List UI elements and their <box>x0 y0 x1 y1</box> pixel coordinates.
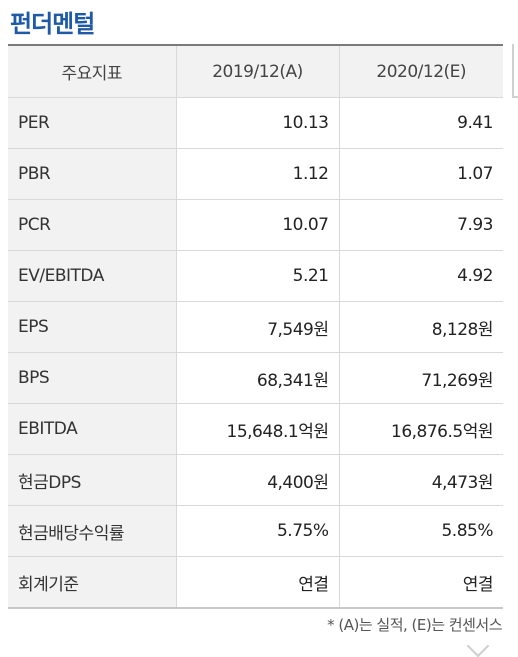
footnote: * (A)는 실적, (E)는 컨센서스 <box>327 616 502 634</box>
value-2019: 5.21 <box>176 250 340 302</box>
row-label: PCR <box>8 199 177 251</box>
value-2020: 71,269원 <box>339 352 503 404</box>
header-2019: 2019/12(A) <box>176 46 340 98</box>
value-2019: 5.75% <box>176 505 340 557</box>
value-2020: 16,876.5억원 <box>339 403 503 455</box>
adjacent-table-edge <box>512 44 514 96</box>
value-2019: 10.13 <box>176 97 340 149</box>
value-2019: 1.12 <box>176 148 340 200</box>
value-2020: 연결 <box>462 574 494 595</box>
table-row: BPS 68,341원 71,269원 <box>8 352 503 404</box>
header-2020: 2020/12(E) <box>339 46 503 98</box>
value-2020: 4.92 <box>339 250 503 302</box>
table-row: EPS 7,549원 8,128원 <box>8 301 503 353</box>
row-label: PBR <box>8 148 177 200</box>
table-header-row: 주요지표 2019/12(A) 2020/12(E) <box>8 46 503 98</box>
value-2019: 4,400원 <box>176 454 340 506</box>
row-label: BPS <box>8 352 177 404</box>
table-row: PBR 1.12 1.07 <box>8 148 503 200</box>
value-2020: 1.07 <box>339 148 503 200</box>
value-2019: 68,341원 <box>176 352 340 404</box>
table-row: PER 10.13 9.41 <box>8 97 503 149</box>
fundamentals-table: 주요지표 2019/12(A) 2020/12(E) PER 10.13 9.4… <box>8 44 503 609</box>
row-label: 회계기준 <box>8 556 177 607</box>
value-2020: 8,128원 <box>339 301 503 353</box>
value-2019: 10.07 <box>176 199 340 251</box>
value-2020: 4,473원 <box>339 454 503 506</box>
value-2020: 5.85% <box>339 505 503 557</box>
table-row: 회계기준 연결 연결 <box>8 556 503 607</box>
value-2020: 9.41 <box>339 97 503 149</box>
row-label: EBITDA <box>8 403 177 455</box>
value-2020: 7.93 <box>339 199 503 251</box>
header-indicator: 주요지표 <box>8 46 177 98</box>
value-2019: 연결 <box>176 556 340 607</box>
table-row: EBITDA 15,648.1억원 16,876.5억원 <box>8 403 503 455</box>
section-title: 펀더멘털 <box>10 10 95 38</box>
table-row: EV/EBITDA 5.21 4.92 <box>8 250 503 302</box>
value-2019: 7,549원 <box>176 301 340 353</box>
row-label: EPS <box>8 301 177 353</box>
row-label: EV/EBITDA <box>8 250 177 302</box>
adjacent-table-edge <box>512 96 518 98</box>
chevron-down-icon <box>466 634 490 657</box>
value-2019: 15,648.1억원 <box>176 403 340 455</box>
table-row: 현금배당수익률 5.75% 5.85% <box>8 505 503 557</box>
row-label: 현금DPS <box>8 454 177 506</box>
row-label: PER <box>8 97 177 149</box>
row-label: 현금배당수익률 <box>8 505 177 557</box>
table-row: PCR 10.07 7.93 <box>8 199 503 251</box>
table-row: 현금DPS 4,400원 4,473원 <box>8 454 503 506</box>
